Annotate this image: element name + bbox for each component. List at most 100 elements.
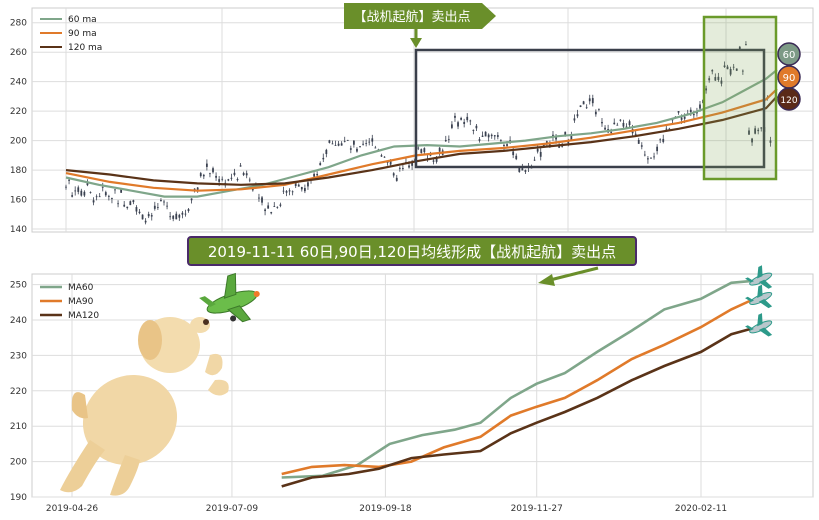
candle-body: [512, 151, 515, 156]
ma-line-60ma: [65, 69, 778, 198]
candle-body: [117, 203, 119, 205]
candle-body: [147, 214, 150, 217]
candle-body: [239, 165, 242, 167]
candle-body: [444, 139, 447, 142]
candle-body: [481, 135, 484, 137]
legend-label: MA60: [68, 283, 94, 293]
candle-body: [187, 209, 190, 212]
candle-body: [604, 127, 606, 130]
candle-body: [160, 200, 162, 202]
candle-body: [460, 118, 462, 120]
candle-body: [307, 182, 309, 187]
candle-body: [754, 128, 757, 134]
candle-body: [114, 189, 116, 191]
candle-body: [313, 173, 315, 177]
candle-body: [420, 149, 423, 153]
candle-body: [150, 215, 153, 217]
candle-body: [104, 192, 107, 196]
candle-body: [588, 98, 591, 102]
candle-body: [316, 173, 319, 176]
candle-body: [732, 66, 735, 68]
candle-body: [98, 196, 101, 198]
y-tick-label: 200: [10, 458, 27, 468]
legend-label: 60 ma: [68, 15, 97, 25]
candle-body: [359, 146, 361, 147]
candle-body: [107, 195, 110, 197]
candle-body: [417, 147, 420, 149]
plane-icon: [199, 272, 260, 323]
candle-body: [163, 201, 165, 203]
candle-body: [233, 172, 236, 175]
candle-body: [689, 109, 692, 113]
candle-body: [172, 215, 175, 219]
x-tick-label: 2020-02-11: [675, 504, 727, 514]
candle-body: [705, 88, 708, 91]
candle-body: [325, 149, 328, 155]
candle-body: [518, 168, 521, 172]
candle-body: [297, 184, 300, 187]
candle-body: [751, 138, 753, 143]
candle-body: [585, 107, 588, 109]
candle-body: [484, 131, 487, 137]
candle-body: [346, 139, 349, 141]
candle-body: [101, 186, 104, 188]
candle-body: [521, 168, 524, 171]
candle-body: [619, 119, 622, 121]
candle-body: [741, 70, 744, 72]
candle-body: [221, 178, 224, 180]
candle-body: [340, 143, 343, 146]
candle-body: [92, 200, 95, 203]
bottom-x-axis: 2019-04-26 2019-07-09 2019-09-18 2019-11-27…: [46, 504, 727, 514]
candle-body: [242, 173, 245, 175]
candle-body: [735, 68, 738, 71]
top-chart: 140 160 180 200 220 240 260 280 【战机起航】卖出点 60 90…: [10, 3, 814, 235]
down-arrow-icon: [410, 38, 422, 48]
candle-body: [175, 213, 178, 220]
candle-body: [135, 207, 138, 212]
candle-body: [668, 128, 671, 130]
candle-body: [331, 143, 334, 145]
candle-body: [349, 148, 352, 150]
x-tick-label: 2019-11-27: [511, 504, 563, 514]
candle-body: [138, 211, 141, 214]
candle-body: [343, 140, 346, 142]
candle-body: [438, 147, 441, 152]
y-tick-label: 220: [10, 387, 27, 397]
candle-body: [386, 161, 389, 163]
bottom-legend: MA60 MA90 MA120: [40, 283, 99, 321]
candle-body: [723, 65, 726, 68]
candle-body: [71, 195, 74, 197]
candle-body: [454, 115, 456, 118]
candle-body: [659, 139, 662, 141]
candle-body: [267, 205, 270, 209]
candle-body: [711, 70, 714, 72]
candle-body: [478, 139, 481, 141]
candle-body: [270, 212, 273, 214]
candle-body: [466, 116, 469, 121]
candle-body: [610, 131, 613, 133]
candle-body: [472, 129, 475, 131]
legend-label: MA120: [68, 311, 99, 321]
candle-body: [613, 122, 616, 125]
plane-icon: [745, 284, 773, 309]
candle-body: [573, 118, 576, 121]
candle-body: [594, 111, 597, 115]
candle-body: [533, 159, 536, 161]
candle-body: [389, 161, 392, 165]
y-tick-label: 160: [10, 196, 27, 206]
candle-body: [190, 198, 193, 201]
candle-body: [227, 179, 230, 181]
candle-body: [411, 162, 413, 166]
candle-body: [95, 196, 98, 198]
candle-body: [760, 127, 763, 129]
candle-body: [738, 46, 741, 50]
candle-body: [496, 135, 499, 137]
candle-body: [539, 151, 542, 157]
y-tick-label: 220: [10, 107, 27, 117]
candle-body: [111, 198, 113, 199]
ma-line-MA120: [281, 327, 752, 488]
candle-body: [536, 148, 539, 152]
candle-body: [699, 104, 701, 109]
legend-label: 120 ma: [68, 43, 102, 53]
legend-label: MA90: [68, 297, 94, 307]
